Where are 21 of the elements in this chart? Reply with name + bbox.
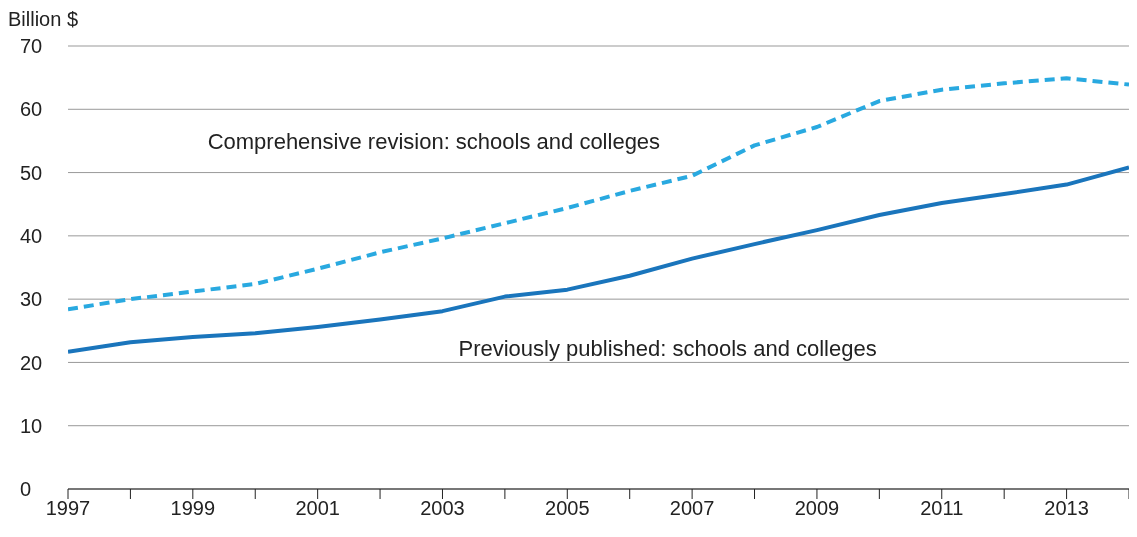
x-tick-label: 1999 [170,497,216,520]
x-tick-label: 2005 [545,497,590,520]
x-tick-label: 2007 [669,497,715,520]
line-series [68,76,1129,312]
series-label: Previously published: schools and colleges [458,336,877,362]
y-tick-label: 50 [20,161,43,184]
y-tick-label: 20 [20,351,43,374]
y-tick-label: 30 [20,288,43,311]
y-tick-label: 0 [20,478,32,501]
y-tick-label: 60 [20,98,43,121]
x-tick-label: 2001 [295,497,340,520]
y-tick-label: 70 [20,35,43,58]
series-label: Comprehensive revision: schools and colleges [207,128,661,154]
y-axis-title: Billion $ [8,8,79,31]
y-tick-label: 40 [20,224,43,247]
x-tick-label: 2003 [420,497,465,520]
x-tick-label: 2009 [794,497,840,520]
x-tick-label: 1997 [45,497,91,520]
y-tick-label: 10 [20,414,43,437]
x-tick-label: 2013 [1044,497,1089,520]
x-tick-label: 2011 [920,497,964,520]
